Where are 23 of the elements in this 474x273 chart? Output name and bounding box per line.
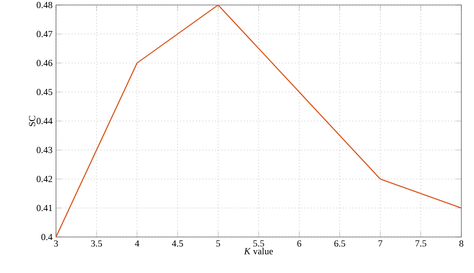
x-tick-label: 3.5 (91, 240, 102, 247)
y-tick-label: 0.44 (36, 118, 52, 124)
x-tick-label: 3 (54, 240, 58, 247)
x-tick-label: 7 (378, 240, 382, 246)
x-tick-label: 6 (297, 240, 302, 247)
y-tick-label: 0.4 (41, 234, 52, 240)
y-tick-label: 0.43 (36, 146, 52, 154)
y-tick-label: 0.41 (36, 204, 52, 212)
y-tick-label: 0.47 (36, 30, 52, 38)
x-tick-label: 5.5 (253, 240, 264, 247)
x-tick-label: 7.5 (416, 240, 426, 247)
y-tick-label: 0.42 (36, 176, 52, 182)
y-tick-label: 0.48 (36, 2, 52, 8)
x-tick-label: 4.5 (172, 240, 184, 247)
y-tick-label: 0.45 (36, 88, 52, 96)
y-axis-title: SC (28, 116, 36, 126)
y-tick-label: 0.46 (36, 60, 52, 66)
x-tick-label: 5 (216, 240, 220, 247)
x-tick-label: 4 (134, 240, 140, 246)
x-axis-title: K value (244, 248, 273, 254)
line-series (56, 5, 462, 237)
x-tick-label: 6.5 (334, 240, 346, 247)
x-tick-label: 8 (459, 240, 464, 247)
